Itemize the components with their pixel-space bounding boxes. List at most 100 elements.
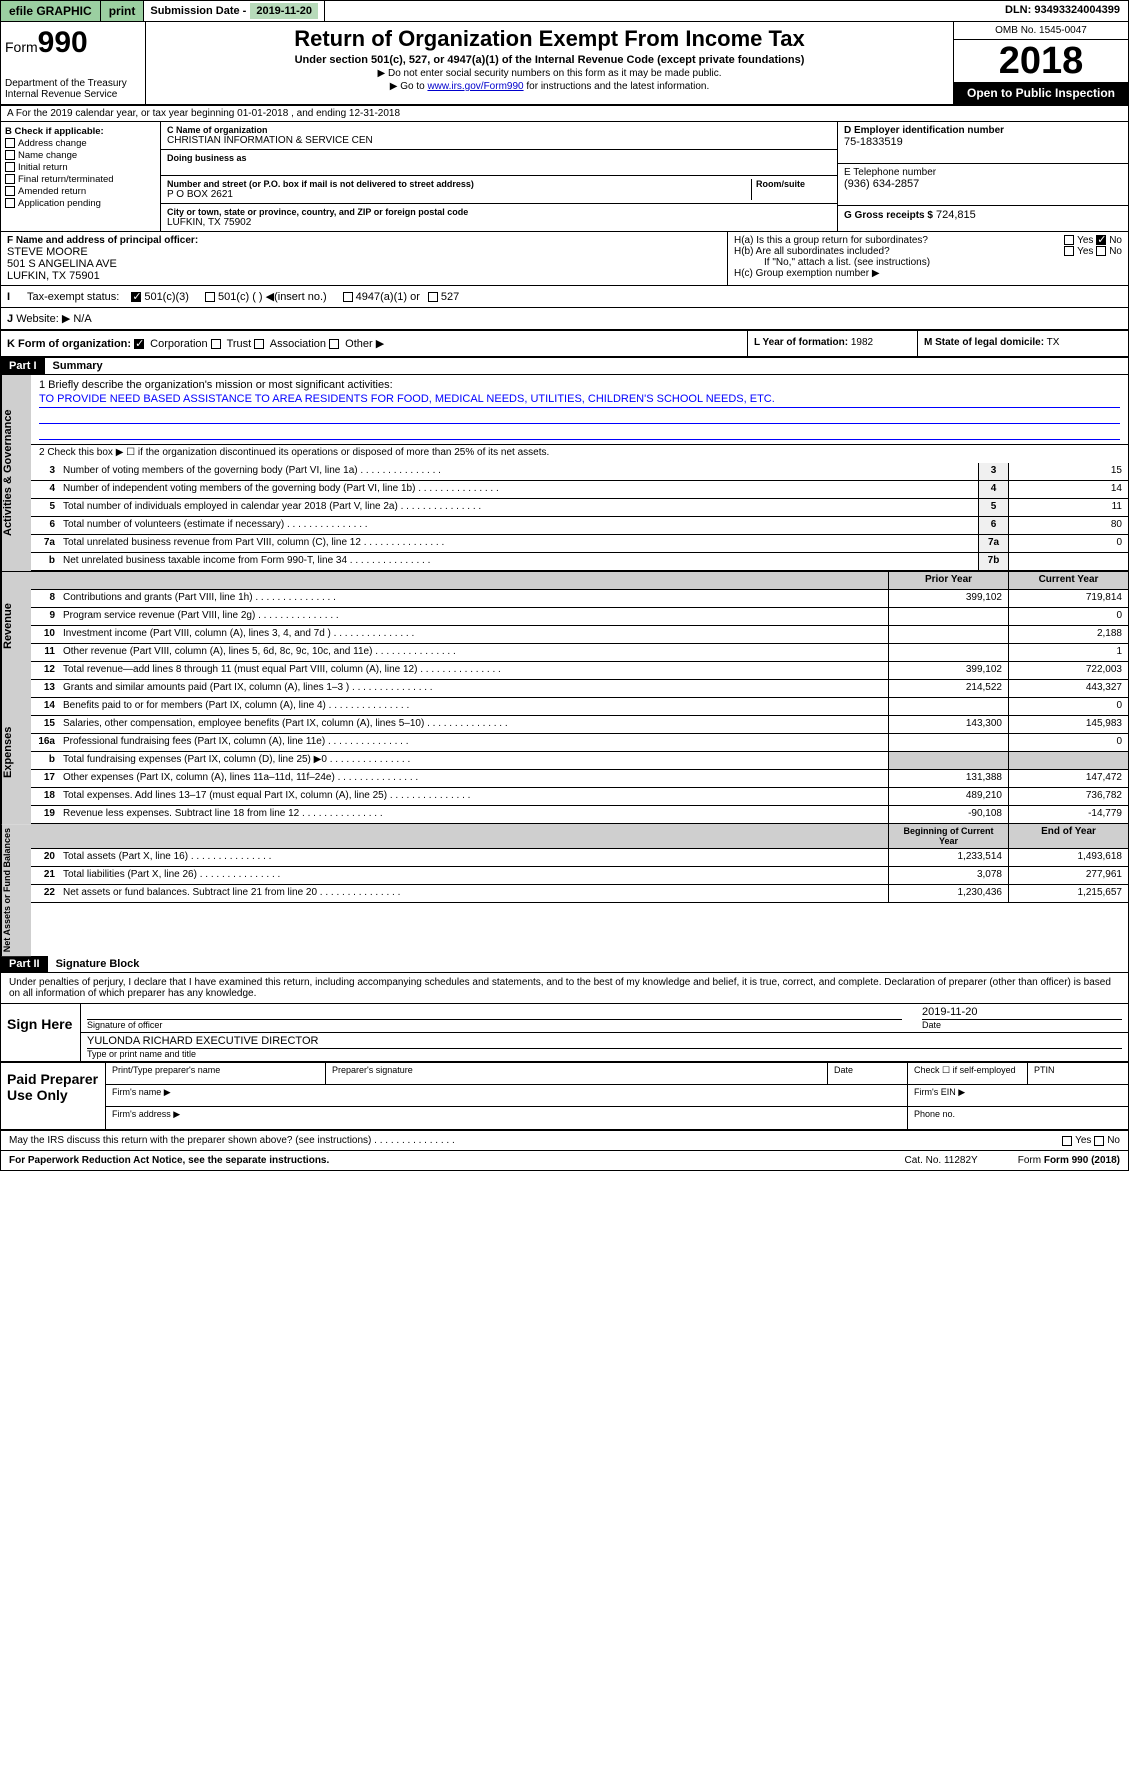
- box-f-officer: F Name and address of principal officer:…: [1, 232, 728, 285]
- row-a-tax-year: A For the 2019 calendar year, or tax yea…: [1, 106, 1128, 122]
- officer-name: STEVE MOORE: [7, 246, 721, 258]
- mission-block: 1 Briefly describe the organization's mi…: [31, 375, 1128, 445]
- chk-other[interactable]: [329, 339, 339, 349]
- org-name-row: C Name of organization CHRISTIAN INFORMA…: [161, 122, 837, 150]
- typed-name-value: YULONDA RICHARD EXECUTIVE DIRECTOR: [87, 1035, 1122, 1049]
- table-row: 9 Program service revenue (Part VIII, li…: [31, 608, 1128, 626]
- sign-here-block: Sign Here Signature of officer 2019-11-2…: [1, 1004, 1128, 1063]
- chk-initial-return[interactable]: Initial return: [5, 162, 156, 173]
- part2-header: Part II Signature Block: [1, 956, 1128, 973]
- row-j-website: J Website: ▶ N/A: [1, 308, 1128, 331]
- h-b-line: H(b) Are all subordinates included? Yes …: [734, 246, 1122, 257]
- state-domicile: TX: [1047, 337, 1060, 348]
- box-d-ein: D Employer identification number 75-1833…: [838, 122, 1128, 164]
- rev-header-row: Prior Year Current Year: [31, 572, 1128, 590]
- table-row: 11 Other revenue (Part VIII, column (A),…: [31, 644, 1128, 662]
- submission-date-field: Submission Date - 2019-11-20: [144, 1, 325, 21]
- current-year-hdr: Current Year: [1008, 572, 1128, 589]
- chk-irs-yes[interactable]: [1062, 1136, 1072, 1146]
- cat-number: Cat. No. 11282Y: [905, 1155, 978, 1166]
- side-governance: Activities & Governance: [1, 375, 31, 571]
- header-left: Form990 Department of the Treasury Inter…: [1, 22, 146, 104]
- sig-date-value: 2019-11-20: [922, 1006, 1122, 1020]
- chk-address-change[interactable]: Address change: [5, 138, 156, 149]
- chk-527[interactable]: [428, 292, 438, 302]
- chk-501c[interactable]: [205, 292, 215, 302]
- irs-link[interactable]: www.irs.gov/Form990: [427, 81, 523, 92]
- table-row: 12 Total revenue—add lines 8 through 11 …: [31, 662, 1128, 680]
- footer-row: For Paperwork Reduction Act Notice, see …: [1, 1151, 1128, 1170]
- chk-4947[interactable]: [343, 292, 353, 302]
- expenses-section: Expenses 13 Grants and similar amounts p…: [1, 680, 1128, 824]
- net-assets-section: Net Assets or Fund Balances Beginning of…: [1, 824, 1128, 956]
- table-row: 5 Total number of individuals employed i…: [31, 499, 1128, 517]
- table-row: 14 Benefits paid to or for members (Part…: [31, 698, 1128, 716]
- line2: 2 Check this box ▶ ☐ if the organization…: [31, 445, 1128, 463]
- form-title: Return of Organization Exempt From Incom…: [154, 26, 945, 52]
- department-label: Department of the Treasury Internal Reve…: [5, 78, 141, 100]
- form-ref: Form Form 990 (2018): [1018, 1155, 1120, 1166]
- form-subtitle: Under section 501(c), 527, or 4947(a)(1)…: [154, 54, 945, 66]
- chk-final-return[interactable]: Final return/terminated: [5, 174, 156, 185]
- officer-addr1: 501 S ANGELINA AVE: [7, 258, 721, 270]
- table-row: 20 Total assets (Part X, line 16) 1,233,…: [31, 849, 1128, 867]
- table-row: 7a Total unrelated business revenue from…: [31, 535, 1128, 553]
- typed-name-line: YULONDA RICHARD EXECUTIVE DIRECTOR Type …: [81, 1033, 1128, 1061]
- table-row: 4 Number of independent voting members o…: [31, 481, 1128, 499]
- header-right: OMB No. 1545-0047 2018 Open to Public In…: [953, 22, 1128, 104]
- table-row: 15 Salaries, other compensation, employe…: [31, 716, 1128, 734]
- header-center: Return of Organization Exempt From Incom…: [146, 22, 953, 104]
- firm-addr-row: Firm's address ▶ Phone no.: [106, 1107, 1128, 1129]
- room-suite-label: Room/suite: [756, 179, 831, 189]
- dln-label: DLN:: [1005, 4, 1031, 16]
- box-b-label: B Check if applicable:: [5, 126, 156, 137]
- dln-field: DLN: 93493324004399: [997, 1, 1128, 21]
- section-b-through-g: B Check if applicable: Address change Na…: [1, 122, 1128, 232]
- assets-header-row: Beginning of Current Year End of Year: [31, 824, 1128, 849]
- efile-graphic-button[interactable]: efile GRAPHIC: [1, 1, 101, 21]
- row-klm: K Form of organization: Corporation Trus…: [1, 331, 1128, 358]
- box-e-phone: E Telephone number (936) 634-2857: [838, 164, 1128, 206]
- side-expenses: Expenses: [1, 680, 31, 824]
- open-to-public: Open to Public Inspection: [954, 82, 1128, 104]
- table-row: 19 Revenue less expenses. Subtract line …: [31, 806, 1128, 824]
- table-row: 16a Professional fundraising fees (Part …: [31, 734, 1128, 752]
- revenue-section: Revenue Prior Year Current Year 8 Contri…: [1, 571, 1128, 680]
- chk-amended-return[interactable]: Amended return: [5, 186, 156, 197]
- signature-disclaimer: Under penalties of perjury, I declare th…: [1, 973, 1128, 1004]
- box-m-state: M State of legal domicile: TX: [918, 331, 1128, 356]
- chk-501c3[interactable]: [131, 292, 141, 302]
- street-address: P O BOX 2621: [167, 189, 751, 200]
- dln-value: 93493324004399: [1034, 4, 1120, 16]
- box-defg: D Employer identification number 75-1833…: [838, 122, 1128, 231]
- table-row: b Net unrelated business taxable income …: [31, 553, 1128, 571]
- address-row: Number and street (or P.O. box if mail i…: [161, 176, 837, 204]
- chk-application-pending[interactable]: Application pending: [5, 198, 156, 209]
- chk-association[interactable]: [254, 339, 264, 349]
- gross-receipts-value: 724,815: [936, 209, 976, 221]
- ein-value: 75-1833519: [844, 136, 1122, 148]
- part1-header: Part I Summary: [1, 358, 1128, 375]
- chk-irs-no[interactable]: [1094, 1136, 1104, 1146]
- h-b-note: If "No," attach a list. (see instruction…: [734, 257, 1122, 268]
- chk-trust[interactable]: [211, 339, 221, 349]
- preparer-row1: Print/Type preparer's name Preparer's si…: [106, 1063, 1128, 1085]
- print-button[interactable]: print: [101, 1, 145, 21]
- box-k-form-org: K Form of organization: Corporation Trus…: [1, 331, 748, 356]
- box-h-group: H(a) Is this a group return for subordin…: [728, 232, 1128, 285]
- signature-line: Signature of officer 2019-11-20 Date: [81, 1004, 1128, 1033]
- row-f-h: F Name and address of principal officer:…: [1, 232, 1128, 286]
- side-net-assets: Net Assets or Fund Balances: [1, 824, 31, 956]
- year-formation: 1982: [851, 337, 873, 348]
- row-i-tax-status: I Tax-exempt status: 501(c)(3) 501(c) ( …: [1, 286, 1128, 308]
- chk-corporation[interactable]: [134, 339, 144, 349]
- table-row: 3 Number of voting members of the govern…: [31, 463, 1128, 481]
- irs-discuss-row: May the IRS discuss this return with the…: [1, 1131, 1128, 1151]
- form-number: Form990: [5, 26, 141, 60]
- box-b-checkboxes: B Check if applicable: Address change Na…: [1, 122, 161, 231]
- submission-date-value: 2019-11-20: [250, 3, 318, 19]
- table-row: 22 Net assets or fund balances. Subtract…: [31, 885, 1128, 903]
- org-name: CHRISTIAN INFORMATION & SERVICE CEN: [167, 135, 831, 146]
- firm-name-row: Firm's name ▶ Firm's EIN ▶: [106, 1085, 1128, 1107]
- chk-name-change[interactable]: Name change: [5, 150, 156, 161]
